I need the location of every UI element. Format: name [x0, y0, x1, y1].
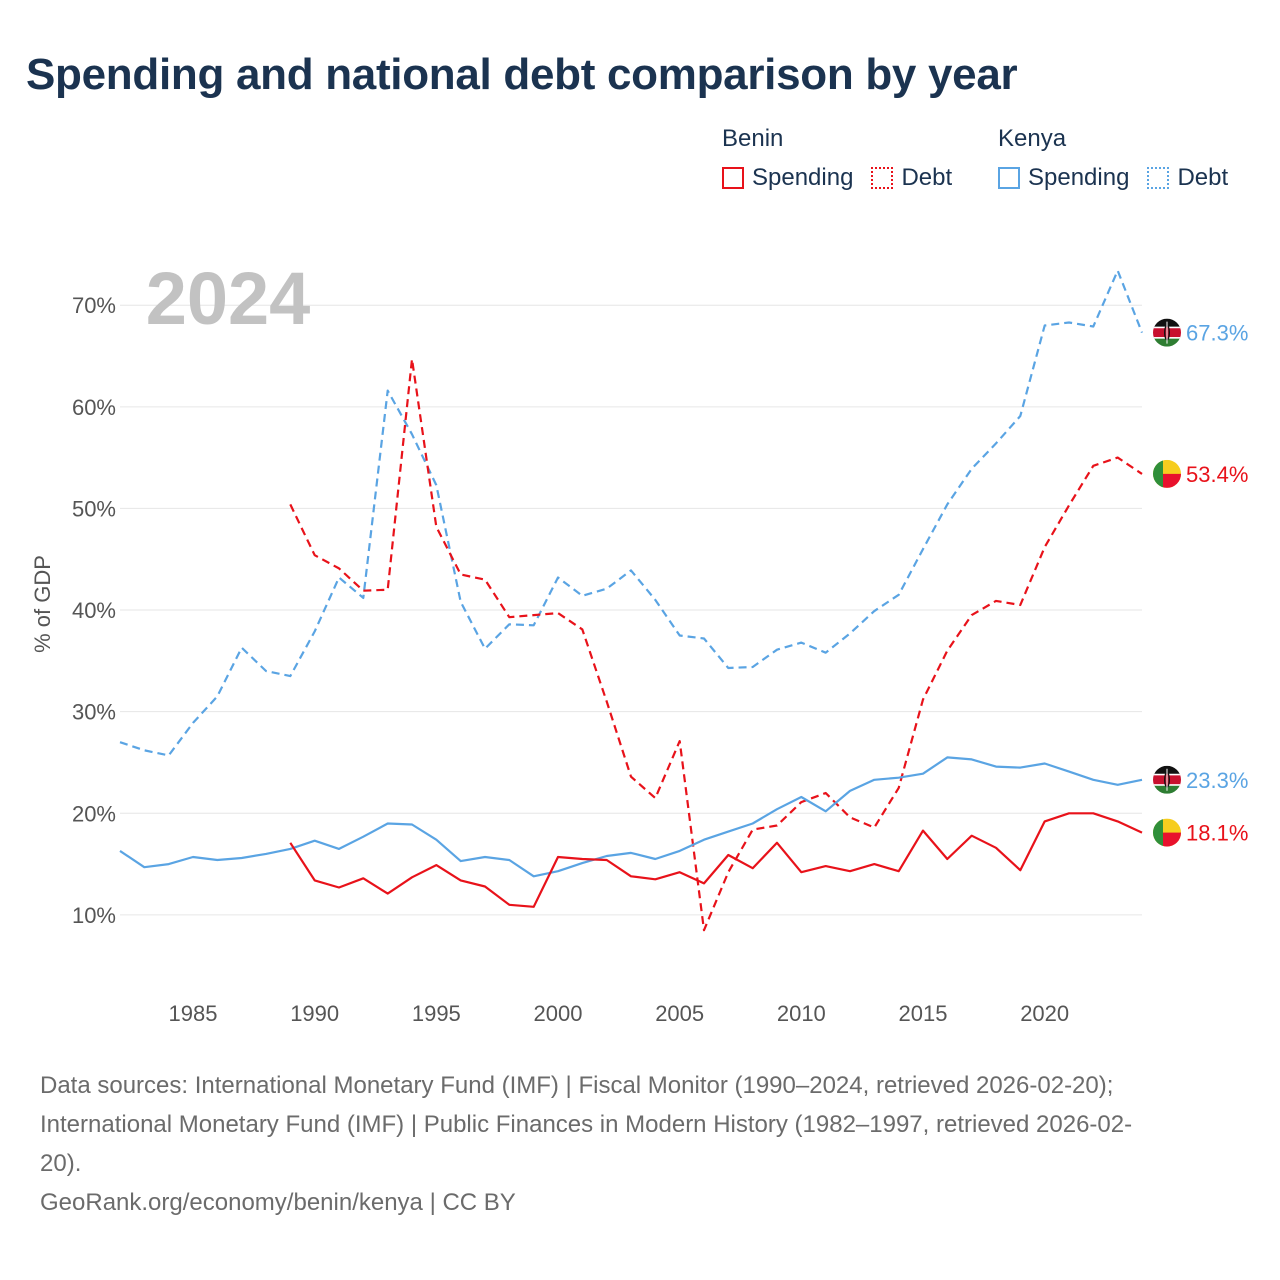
- sources-line: International Monetary Fund (IMF) | Publ…: [40, 1111, 1133, 1138]
- x-tick-label: 2005: [655, 1001, 704, 1026]
- footer: Data sources: International Monetary Fun…: [40, 1066, 1240, 1222]
- kenya-flag-icon: [1153, 319, 1181, 347]
- y-tick-label: 60%: [72, 395, 116, 420]
- legend-swatch-dotted: [1147, 167, 1170, 189]
- kenya-flag-icon: [1153, 766, 1181, 794]
- end-value-label: 23.3%: [1186, 768, 1248, 793]
- legend-benin-spending[interactable]: Spending: [722, 164, 853, 192]
- end-value-label: 53.4%: [1186, 462, 1248, 487]
- series-line-kenya-debt[interactable]: [119, 269, 1144, 757]
- line-chart: 10% 20% 30% 40% 50% 60% 70% 1985 1990 1995 2000 200…: [30, 257, 1248, 1026]
- legend-label: Debt: [1177, 164, 1229, 191]
- y-tick-label: 50%: [72, 496, 116, 521]
- y-axis-title: % of GDP: [30, 555, 55, 653]
- legend-label: Spending: [752, 164, 854, 191]
- legend-benin: Benin Spending Debt: [722, 122, 970, 192]
- y-tick-label: 20%: [72, 801, 116, 826]
- series-line-benin-spending[interactable]: [289, 812, 1143, 908]
- x-tick-label: 1990: [290, 1001, 339, 1026]
- attribution: GeoRank.org/economy/benin/kenya | CC BY: [40, 1189, 516, 1216]
- end-value-label: 18.1%: [1186, 821, 1248, 846]
- legend-country-benin: Benin: [722, 125, 784, 152]
- legend-country-kenya: Kenya: [998, 125, 1067, 152]
- legend-kenya-debt[interactable]: Debt: [1147, 164, 1228, 192]
- y-tick-label: 40%: [72, 598, 116, 623]
- year-watermark: 2024: [146, 257, 311, 340]
- y-tick-label: 30%: [72, 700, 116, 725]
- benin-flag-icon: [1153, 460, 1181, 488]
- legend-label: Spending: [1028, 164, 1130, 191]
- legend-swatch-dotted: [871, 167, 894, 189]
- legend-label: Debt: [901, 164, 953, 191]
- x-tick-label: 1995: [412, 1001, 461, 1026]
- x-tick-label: 1985: [169, 1001, 218, 1026]
- benin-flag-icon: [1153, 819, 1181, 847]
- legend-swatch-solid: [998, 167, 1020, 189]
- sources-line: 20).: [40, 1150, 82, 1177]
- x-tick-label: 2020: [1020, 1001, 1069, 1026]
- legend-kenya-spending[interactable]: Spending: [998, 164, 1129, 192]
- legend-benin-debt[interactable]: Debt: [871, 164, 952, 192]
- series-line-benin-debt[interactable]: [289, 358, 1143, 932]
- y-tick-label: 70%: [72, 293, 116, 318]
- x-tick-label: 2000: [534, 1001, 583, 1026]
- series-line-kenya-spending[interactable]: [119, 756, 1143, 878]
- legend-swatch-solid: [722, 167, 744, 189]
- legend-kenya: Kenya Spending Debt: [998, 122, 1246, 192]
- x-tick-label: 2015: [899, 1001, 948, 1026]
- chart-title: Spending and national debt comparison by…: [26, 50, 1018, 99]
- end-value-label: 67.3%: [1186, 321, 1248, 346]
- sources-line: Data sources: International Monetary Fun…: [40, 1072, 1114, 1099]
- y-tick-label: 10%: [72, 903, 116, 928]
- x-tick-label: 2010: [777, 1001, 826, 1026]
